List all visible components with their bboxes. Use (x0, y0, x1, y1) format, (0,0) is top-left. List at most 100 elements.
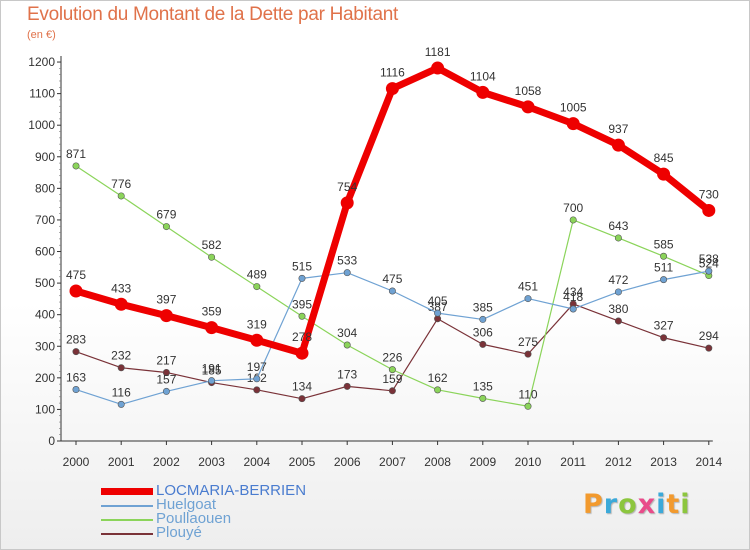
data-label: 278 (292, 330, 312, 344)
data-label: 679 (156, 208, 176, 222)
x-tick-label: 2008 (424, 455, 451, 469)
x-tick-label: 2009 (469, 455, 496, 469)
logo-letter: i (680, 489, 691, 520)
x-tick-label: 2003 (198, 455, 225, 469)
data-point (614, 317, 622, 325)
x-tick-label: 2014 (695, 455, 722, 469)
data-point (434, 386, 442, 394)
data-point (524, 402, 532, 410)
y-tick-label: 300 (35, 339, 55, 353)
data-label: 433 (111, 281, 131, 295)
series-locmaria-berrien: 475 433 397 359 319 278 754 1116 1181 1104 1058 100… (66, 45, 719, 360)
data-point (434, 309, 442, 317)
y-tick-label: 1000 (28, 118, 55, 132)
data-point (72, 386, 80, 394)
data-label: 475 (66, 268, 86, 282)
data-label: 134 (292, 380, 312, 394)
y-tick-label: 200 (35, 371, 55, 385)
chart-unit: (en €) (27, 29, 56, 41)
data-label: 173 (337, 367, 357, 381)
data-point (250, 333, 264, 347)
data-point (521, 100, 535, 114)
data-label: 294 (699, 329, 719, 343)
data-label: 937 (608, 122, 628, 136)
data-point (253, 386, 261, 394)
data-label: 538 (699, 252, 719, 266)
y-tick-label: 100 (35, 402, 55, 416)
x-tick-label: 2007 (379, 455, 406, 469)
x-tick-label: 2000 (63, 455, 90, 469)
data-label: 191 (202, 362, 222, 376)
data-label: 585 (654, 237, 674, 251)
data-point (705, 344, 713, 352)
data-label: 327 (654, 319, 674, 333)
data-label: 1181 (425, 45, 451, 59)
data-point (569, 216, 577, 224)
data-point (117, 400, 125, 408)
y-tick-label: 800 (35, 181, 55, 195)
x-tick-label: 2002 (153, 455, 180, 469)
data-label: 475 (382, 272, 402, 286)
data-point (114, 297, 128, 311)
legend-swatch (101, 505, 153, 507)
x-tick-label: 2005 (289, 455, 316, 469)
data-point (343, 341, 351, 349)
proxiti-logo: Proxiti (583, 489, 691, 520)
data-label: 1116 (380, 66, 405, 80)
legend-label: LOCMARIA-BERRIEN (156, 482, 307, 499)
data-point (298, 274, 306, 282)
data-label: 226 (382, 351, 402, 365)
chart-title: Evolution du Montant de la Dette par Hab… (27, 4, 398, 25)
data-label: 434 (563, 285, 583, 299)
data-label: 472 (608, 273, 628, 287)
data-point (253, 375, 261, 383)
data-label: 110 (518, 387, 537, 401)
data-label: 845 (654, 151, 674, 165)
data-label: 405 (428, 294, 448, 308)
data-label: 319 (247, 317, 267, 331)
data-point (524, 295, 532, 303)
x-tick-label: 2013 (650, 455, 677, 469)
data-label: 489 (247, 268, 267, 282)
data-point (657, 167, 671, 181)
data-point (253, 283, 261, 291)
data-label: 163 (66, 371, 86, 385)
data-label: 515 (292, 259, 312, 273)
data-point (117, 364, 125, 372)
data-point (479, 340, 487, 348)
data-label: 871 (66, 147, 86, 161)
data-point (388, 287, 396, 295)
data-label: 1104 (470, 69, 496, 83)
data-label: 283 (66, 333, 86, 347)
data-point (343, 269, 351, 277)
x-tick-label: 2001 (108, 455, 135, 469)
data-point (702, 203, 716, 217)
data-label: 776 (111, 177, 131, 191)
logo-letter: x (637, 489, 657, 520)
y-tick-label: 0 (48, 434, 55, 448)
data-point (479, 394, 487, 402)
data-label: 185 (202, 364, 222, 378)
y-tick-label: 500 (35, 276, 55, 290)
data-label: 306 (473, 325, 493, 339)
data-point (117, 192, 125, 200)
y-tick-label: 600 (35, 245, 55, 259)
data-label: 157 (156, 372, 176, 386)
data-point (159, 309, 173, 323)
data-label: 397 (156, 293, 176, 307)
data-label: 1058 (515, 84, 542, 98)
data-label: 232 (111, 349, 131, 363)
data-label: 418 (563, 290, 583, 304)
series-poullaouen: 871 776 679 582 489 395 304 226 162 135 110 700 643 5… (66, 147, 719, 410)
x-tick-label: 2012 (605, 455, 632, 469)
data-label: 533 (337, 254, 357, 268)
data-label: 159 (382, 372, 402, 386)
data-label: 700 (563, 201, 583, 215)
y-tick-label: 1200 (28, 55, 55, 69)
data-label: 754 (337, 180, 357, 194)
data-point (476, 85, 490, 99)
data-point (298, 312, 306, 320)
data-point (208, 377, 216, 385)
data-label: 385 (473, 300, 493, 314)
x-tick-label: 2004 (243, 455, 270, 469)
